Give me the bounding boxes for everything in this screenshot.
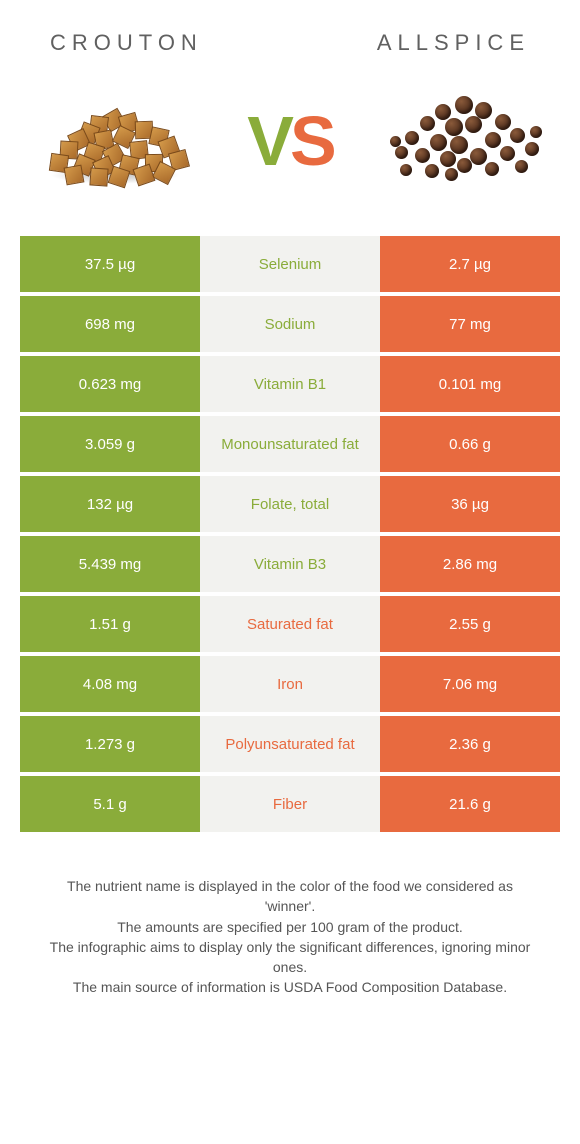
nutrient-label: Fiber: [200, 776, 380, 832]
value-left: 3.059 g: [20, 416, 200, 472]
nutrient-label: Folate, total: [200, 476, 380, 532]
nutrient-label: Selenium: [200, 236, 380, 292]
title-left: CROUTON: [50, 30, 203, 56]
table-row: 3.059 gMonounsaturated fat0.66 g: [20, 416, 560, 472]
table-row: 4.08 mgIron7.06 mg: [20, 656, 560, 712]
vs-v: V: [247, 102, 290, 180]
value-left: 132 µg: [20, 476, 200, 532]
footer-line: The infographic aims to display only the…: [45, 937, 535, 978]
nutrient-label: Saturated fat: [200, 596, 380, 652]
value-right: 0.101 mg: [380, 356, 560, 412]
crouton-image: [30, 81, 200, 201]
table-row: 1.273 gPolyunsaturated fat2.36 g: [20, 716, 560, 772]
value-right: 77 mg: [380, 296, 560, 352]
nutrient-label: Iron: [200, 656, 380, 712]
value-right: 2.86 mg: [380, 536, 560, 592]
value-left: 5.1 g: [20, 776, 200, 832]
value-right: 7.06 mg: [380, 656, 560, 712]
value-left: 698 mg: [20, 296, 200, 352]
value-right: 36 µg: [380, 476, 560, 532]
table-row: 0.623 mgVitamin B10.101 mg: [20, 356, 560, 412]
value-left: 37.5 µg: [20, 236, 200, 292]
nutrient-label: Monounsaturated fat: [200, 416, 380, 472]
table-row: 5.1 gFiber21.6 g: [20, 776, 560, 832]
title-bar: CROUTON ALLSPICE: [20, 20, 560, 81]
value-left: 1.273 g: [20, 716, 200, 772]
nutrient-label: Sodium: [200, 296, 380, 352]
value-left: 4.08 mg: [20, 656, 200, 712]
infographic: CROUTON ALLSPICE VS 37.5 µgSelenium2.7 µ…: [0, 0, 580, 998]
hero-row: VS: [20, 81, 560, 236]
table-row: 5.439 mgVitamin B32.86 mg: [20, 536, 560, 592]
footer-line: The main source of information is USDA F…: [45, 977, 535, 997]
nutrient-label: Vitamin B3: [200, 536, 380, 592]
footer-line: The nutrient name is displayed in the co…: [45, 876, 535, 917]
value-left: 0.623 mg: [20, 356, 200, 412]
footer-line: The amounts are specified per 100 gram o…: [45, 917, 535, 937]
value-right: 0.66 g: [380, 416, 560, 472]
table-row: 698 mgSodium77 mg: [20, 296, 560, 352]
nutrient-label: Polyunsaturated fat: [200, 716, 380, 772]
table-row: 1.51 gSaturated fat2.55 g: [20, 596, 560, 652]
value-right: 2.55 g: [380, 596, 560, 652]
table-row: 132 µgFolate, total36 µg: [20, 476, 560, 532]
value-left: 5.439 mg: [20, 536, 200, 592]
value-right: 21.6 g: [380, 776, 560, 832]
vs-s: S: [290, 102, 333, 180]
allspice-image: [380, 81, 550, 201]
table-row: 37.5 µgSelenium2.7 µg: [20, 236, 560, 292]
value-right: 2.36 g: [380, 716, 560, 772]
vs-label: VS: [247, 101, 332, 181]
title-right: ALLSPICE: [377, 30, 530, 56]
footer-notes: The nutrient name is displayed in the co…: [20, 836, 560, 998]
nutrient-label: Vitamin B1: [200, 356, 380, 412]
comparison-table: 37.5 µgSelenium2.7 µg698 mgSodium77 mg0.…: [20, 236, 560, 832]
value-left: 1.51 g: [20, 596, 200, 652]
value-right: 2.7 µg: [380, 236, 560, 292]
